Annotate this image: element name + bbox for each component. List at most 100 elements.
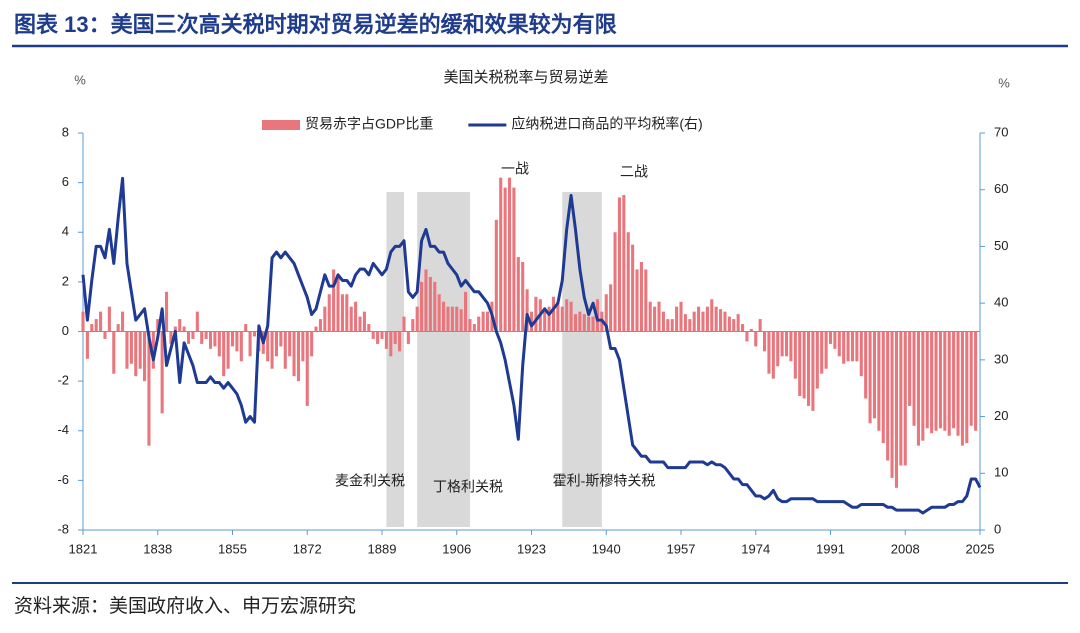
bar [573, 314, 578, 332]
y2-tick-label: 10 [994, 465, 1008, 480]
bar [560, 306, 564, 332]
bar [494, 219, 498, 332]
y-tick-label: 8 [62, 124, 69, 139]
line [81, 176, 982, 515]
bar [314, 326, 318, 332]
period-label: 丁格利关税 [433, 479, 503, 495]
bar [428, 276, 432, 332]
bar [485, 311, 490, 332]
bar [683, 314, 687, 332]
y-tick-label: 4 [62, 224, 69, 239]
bar [657, 301, 661, 332]
bar [85, 331, 89, 359]
bar [301, 331, 305, 362]
bar [767, 331, 771, 374]
bar [631, 244, 635, 332]
x-tick-label: 1821 [69, 541, 98, 556]
bar [235, 331, 239, 352]
bar [468, 319, 472, 332]
x-tick-label: 1957 [667, 541, 696, 556]
bar [565, 299, 569, 332]
bar [521, 262, 525, 332]
bar [345, 294, 349, 332]
bar [877, 331, 881, 431]
x-tick-label: 1940 [592, 541, 621, 556]
bar [367, 324, 371, 332]
bar [969, 331, 973, 426]
bar [943, 331, 947, 431]
bar [121, 311, 125, 332]
bar [886, 331, 890, 461]
legend-label: 贸易赤字占GDP比重 [305, 116, 433, 132]
bar [318, 319, 322, 332]
bar [591, 316, 595, 332]
bar [846, 331, 850, 362]
bar [274, 331, 279, 357]
bar [327, 294, 331, 332]
bar [670, 319, 674, 332]
bar [156, 319, 160, 332]
bar [727, 316, 731, 332]
bar [736, 314, 740, 332]
bar [587, 316, 591, 332]
y2-tick-label: 70 [994, 124, 1008, 139]
y-tick-label: -6 [57, 472, 69, 487]
bar [956, 331, 960, 436]
bar [208, 331, 213, 349]
x-tick-label: 1974 [741, 541, 770, 556]
bar [160, 331, 164, 414]
x-tick-label: 1855 [218, 541, 247, 556]
bar [925, 331, 929, 429]
legend-label: 应纳税进口商品的平均税率(右) [511, 116, 702, 132]
bar [679, 301, 683, 332]
bar [222, 331, 226, 377]
bar [516, 257, 520, 332]
bar [512, 187, 516, 332]
bar [938, 331, 942, 429]
bar [279, 331, 283, 347]
bar [855, 331, 859, 362]
bar [741, 324, 745, 332]
bar [556, 301, 560, 332]
x-tick-label: 1872 [293, 541, 322, 556]
bar [701, 311, 705, 332]
legend-swatch [262, 120, 300, 130]
bar [842, 331, 846, 364]
bar [622, 195, 626, 332]
bar [947, 331, 951, 436]
bar [930, 331, 934, 434]
bar [850, 331, 855, 362]
bar [371, 331, 375, 339]
bar [186, 331, 191, 344]
bar [239, 331, 243, 362]
bar [714, 306, 718, 332]
bar [169, 331, 173, 344]
bar [459, 309, 463, 332]
bar [248, 331, 252, 357]
bar [411, 319, 415, 332]
page-title: 图表 13：美国三次高关税时期对贸易逆差的缓和效果较为有限 [14, 12, 617, 37]
period-shade [386, 192, 404, 527]
x-tick-label: 1991 [816, 541, 845, 556]
bar [81, 311, 85, 332]
bar [143, 331, 147, 382]
bar [815, 331, 819, 389]
bar [868, 331, 872, 424]
bar [604, 294, 608, 332]
bar [424, 269, 428, 332]
bar [582, 314, 586, 332]
bar [551, 296, 556, 332]
bar [99, 311, 103, 332]
bar [310, 331, 314, 357]
bar [226, 331, 230, 369]
bar [626, 232, 630, 332]
bar [332, 269, 336, 332]
bar [820, 331, 824, 374]
bar [653, 306, 657, 332]
bar [793, 331, 797, 379]
bar [103, 331, 107, 339]
bar [763, 331, 767, 352]
x-tick-label: 1923 [517, 541, 546, 556]
bar [569, 301, 573, 332]
